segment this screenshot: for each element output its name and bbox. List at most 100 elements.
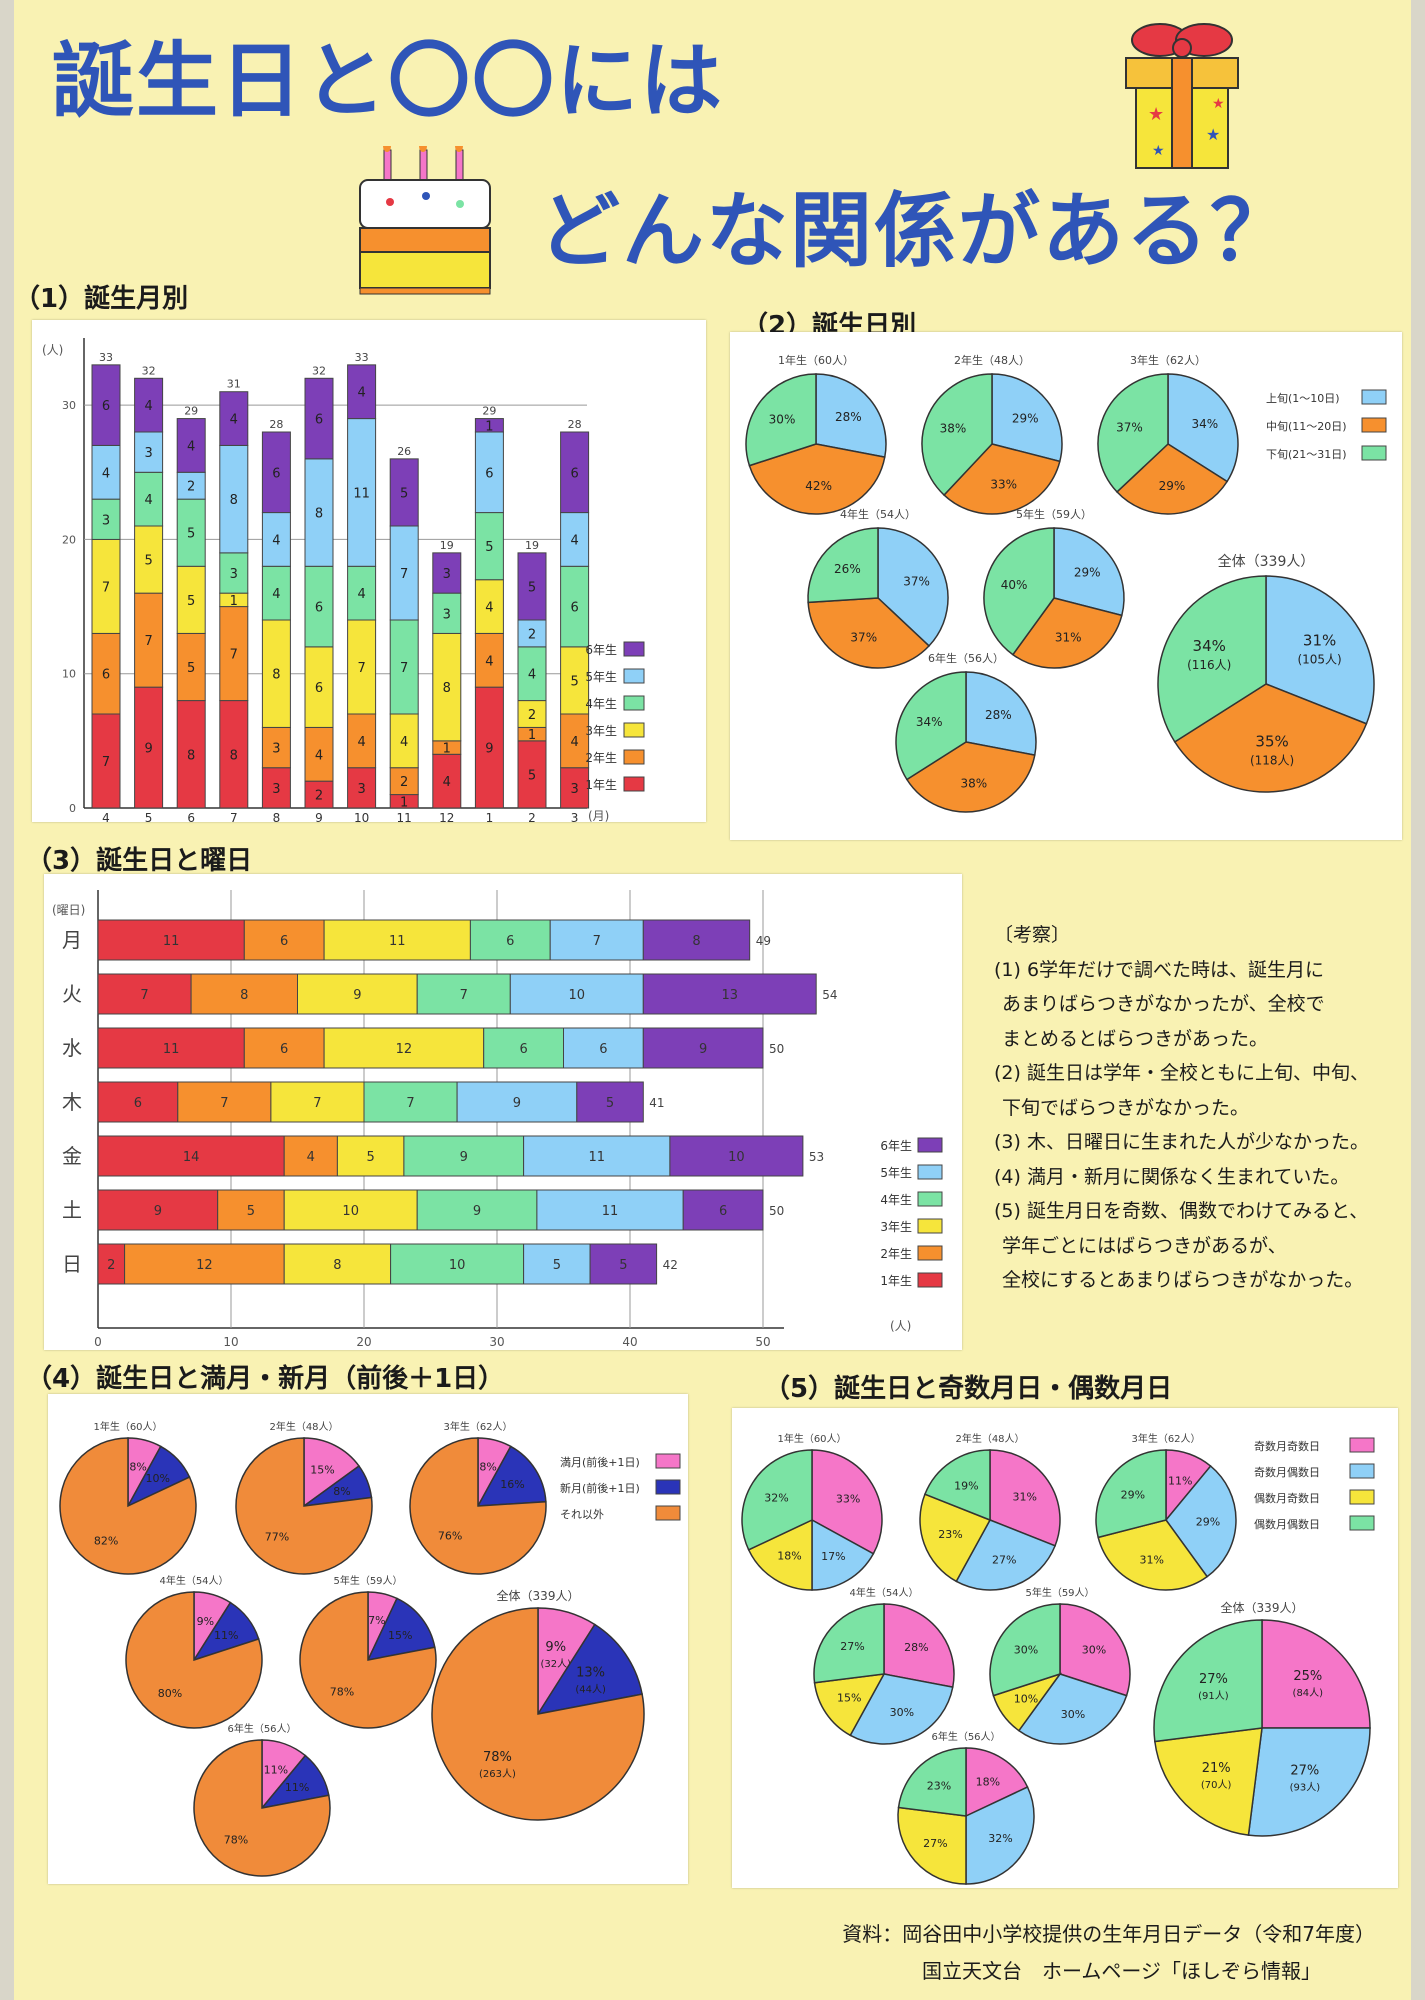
legend-swatch bbox=[623, 695, 645, 711]
bar-total-label: 19 bbox=[440, 539, 454, 552]
bar-segment bbox=[134, 431, 164, 473]
bar-segment-label: 4 bbox=[102, 466, 110, 481]
bar-segment-label: 7 bbox=[140, 988, 148, 1003]
bar-segment-label: 5 bbox=[367, 1150, 375, 1165]
pie-slice-label: 21% bbox=[1202, 1761, 1231, 1776]
legend-swatch bbox=[917, 1191, 943, 1207]
pie-slice bbox=[1153, 1619, 1263, 1743]
pie-slice-label: 30% bbox=[1014, 1643, 1038, 1656]
pie-title: 5年生（59人） bbox=[1016, 507, 1092, 521]
pie-title: 5年生（59人） bbox=[1025, 1586, 1094, 1599]
pie-title: 4年生（54人） bbox=[849, 1586, 918, 1599]
pie-slice-label: 27% bbox=[840, 1640, 864, 1653]
pie-slice bbox=[923, 1449, 991, 1522]
pie-slice-label: 27% bbox=[923, 1837, 947, 1850]
pie-slice-label: 32% bbox=[988, 1832, 1012, 1845]
pie-slice-label: 26% bbox=[834, 562, 861, 576]
pie-slice bbox=[811, 1449, 883, 1555]
bar-segment bbox=[97, 1243, 126, 1285]
oddeven-chart-panel: 33% 17% 18% 32% 1年生（60人） 31% 27% 23% 19% 2年生（48人）… bbox=[732, 1408, 1398, 1888]
bar-segment-label: 8 bbox=[272, 668, 280, 683]
bar-segment bbox=[97, 1027, 245, 1069]
bar-total-label: 33 bbox=[99, 351, 113, 364]
pie-slice bbox=[895, 671, 967, 781]
y-tick-label: 30 bbox=[62, 399, 76, 412]
pie-title: 全体（339人） bbox=[1218, 553, 1315, 570]
bar-segment bbox=[474, 418, 504, 433]
month-chart-panel: (人) (月) 0 10 20 30 7 6 7 3 4 6 33 4 9 7 5 4 3 4 32 5 8 5 5 5 2 4 29 6… bbox=[32, 320, 706, 822]
bar-segment-label: 5 bbox=[400, 486, 408, 501]
bar-segment bbox=[416, 1189, 538, 1231]
notes-line: あまりばらつきがなかったが、全校で bbox=[1002, 993, 1325, 1015]
bar-segment bbox=[347, 619, 377, 715]
bar-segment bbox=[347, 767, 377, 809]
bar-segment-label: 5 bbox=[187, 527, 195, 542]
bar-segment bbox=[560, 767, 590, 809]
bar-segment-label: 9 bbox=[699, 1042, 707, 1057]
bar-segment bbox=[589, 1243, 658, 1285]
pie-slice-label: 29% bbox=[1074, 565, 1101, 579]
bar-segment-label: 9 bbox=[485, 742, 493, 757]
pie-slice bbox=[1095, 1449, 1167, 1539]
pie-slice bbox=[235, 1437, 373, 1575]
notes-line: (4) 満月・新月に関係なく生まれていた。 bbox=[994, 1165, 1350, 1188]
y-tick-label: 日 bbox=[62, 1252, 82, 1276]
bar-segment bbox=[474, 579, 504, 634]
notes-line: (3) 木、日曜日に生まれた人が少なかった。 bbox=[994, 1131, 1369, 1153]
legend-swatch bbox=[1349, 1489, 1375, 1505]
bar-segment-label: 6 bbox=[134, 1096, 142, 1111]
legend-label: 5年生 bbox=[880, 1166, 912, 1180]
bar-segment-label: 4 bbox=[570, 533, 578, 548]
x-tick-label: 6 bbox=[187, 811, 195, 822]
discussion-notes: 〔考察〕 (1) 6学年だけで調べた時は、誕生月に あまりばらつきがなかったが、… bbox=[994, 918, 1394, 1298]
bar-segment-label: 3 bbox=[272, 742, 280, 757]
bar-segment bbox=[97, 973, 192, 1015]
pie-slice bbox=[747, 1518, 813, 1591]
legend-label: 6年生 bbox=[880, 1139, 912, 1153]
bar-segment bbox=[134, 377, 164, 433]
bar-segment-label: 3 bbox=[443, 607, 451, 622]
bar-segment-label: 2 bbox=[528, 627, 536, 642]
bar-segment bbox=[134, 525, 164, 594]
pie-slice-sublabel: (32人) bbox=[540, 1658, 571, 1670]
pie-slice-label: 28% bbox=[985, 708, 1012, 722]
x-tick-label: 9 bbox=[315, 811, 323, 822]
bar-segment-label: 3 bbox=[443, 567, 451, 582]
svg-text:★: ★ bbox=[1148, 104, 1164, 125]
pie-slice-label: 17% bbox=[821, 1550, 845, 1563]
bar-segment bbox=[97, 919, 245, 961]
bar-total-label: 33 bbox=[355, 351, 369, 364]
pie-slice-label: 78% bbox=[330, 1685, 354, 1698]
pie-slice bbox=[991, 373, 1063, 463]
bar-segment bbox=[560, 565, 590, 648]
bar-segment-label: 9 bbox=[513, 1096, 521, 1111]
legend-swatch bbox=[655, 1479, 681, 1495]
legend-swatch bbox=[655, 1453, 681, 1469]
pie-slice bbox=[965, 1786, 1035, 1885]
bar-segment-label: 4 bbox=[357, 735, 365, 750]
bar-segment bbox=[560, 431, 590, 514]
bar-segment-label: 12 bbox=[396, 1042, 413, 1057]
pie-slice-label: 80% bbox=[158, 1687, 182, 1700]
x-tick-label: 40 bbox=[622, 1335, 637, 1349]
legend-label: 3年生 bbox=[585, 724, 617, 738]
bar-segment-label: 13 bbox=[721, 988, 738, 1003]
svg-text:★: ★ bbox=[1212, 96, 1225, 112]
notes-line: 学年ごとにはばらつきがあるが、 bbox=[1002, 1234, 1287, 1257]
notes-line: 下旬でばらつきがなかった。 bbox=[1002, 1096, 1250, 1119]
legend-label: 1年生 bbox=[880, 1274, 912, 1288]
pie-slice-label: 32% bbox=[764, 1491, 788, 1504]
pie-title: 4年生（54人） bbox=[159, 1574, 228, 1587]
bar-segment bbox=[560, 512, 590, 567]
section-title-oddeven: （5）誕生日と奇数月日・偶数月日 bbox=[764, 1374, 1173, 1404]
bar-segment-label: 4 bbox=[315, 748, 323, 763]
bar-segment bbox=[669, 1135, 804, 1177]
bar-segment-label: 7 bbox=[102, 580, 110, 595]
y-tick-label: 10 bbox=[62, 668, 76, 681]
bar-segment-label: 6 bbox=[570, 601, 578, 616]
legend-swatch bbox=[623, 749, 645, 765]
bar-segment bbox=[304, 646, 334, 728]
legend-label: 上旬(1〜10日) bbox=[1266, 392, 1340, 405]
bar-total-label: 54 bbox=[822, 988, 837, 1002]
bar-segment-label: 9 bbox=[473, 1204, 481, 1219]
